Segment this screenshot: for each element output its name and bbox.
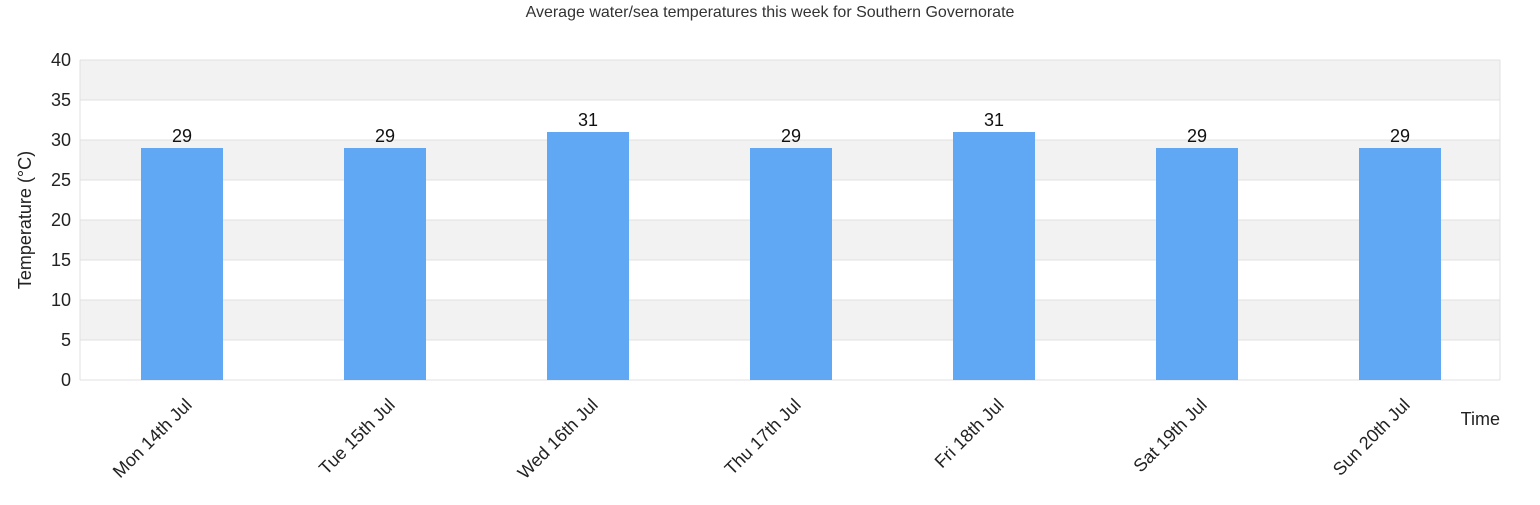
y-tick-label: 40 (51, 50, 71, 70)
x-tick-label: Fri 18th Jul (931, 395, 1008, 472)
y-axis-label: Temperature (°C) (15, 151, 35, 289)
bar (1156, 148, 1238, 380)
data-label: 31 (984, 110, 1004, 130)
bar (141, 148, 223, 380)
x-tick-label: Mon 14th Jul (109, 395, 196, 482)
data-label: 29 (1187, 126, 1207, 146)
x-tick-label: Tue 15th Jul (315, 395, 399, 479)
bar (1359, 148, 1441, 380)
bar (953, 132, 1035, 380)
y-tick-label: 25 (51, 170, 71, 190)
y-tick-label: 5 (61, 330, 71, 350)
x-tick-label: Sat 19th Jul (1129, 395, 1210, 476)
x-tick-label: Wed 16th Jul (514, 395, 602, 483)
data-label: 29 (1390, 126, 1410, 146)
bar (547, 132, 629, 380)
x-tick-label: Thu 17th Jul (721, 395, 805, 479)
data-label: 29 (781, 126, 801, 146)
data-label: 29 (172, 126, 192, 146)
x-axis-label: Time (1461, 409, 1500, 429)
y-tick-label: 30 (51, 130, 71, 150)
bars (141, 132, 1441, 380)
bar (750, 148, 832, 380)
bar (344, 148, 426, 380)
x-axis-ticks: Mon 14th Jul Tue 15th Jul Wed 16th Jul Thu … (109, 395, 1414, 483)
y-tick-label: 10 (51, 290, 71, 310)
data-label: 31 (578, 110, 598, 130)
data-label: 29 (375, 126, 395, 146)
data-labels: 29 29 31 29 31 29 29 (172, 110, 1410, 146)
y-tick-label: 0 (61, 370, 71, 390)
background-band (80, 60, 1500, 100)
x-tick-label: Sun 20th Jul (1329, 395, 1414, 480)
y-tick-label: 15 (51, 250, 71, 270)
y-axis-ticks: 0 5 10 15 20 25 30 35 40 (51, 50, 71, 390)
chart-title: Average water/sea temperatures this week… (526, 4, 1015, 21)
y-tick-label: 20 (51, 210, 71, 230)
y-tick-label: 35 (51, 90, 71, 110)
